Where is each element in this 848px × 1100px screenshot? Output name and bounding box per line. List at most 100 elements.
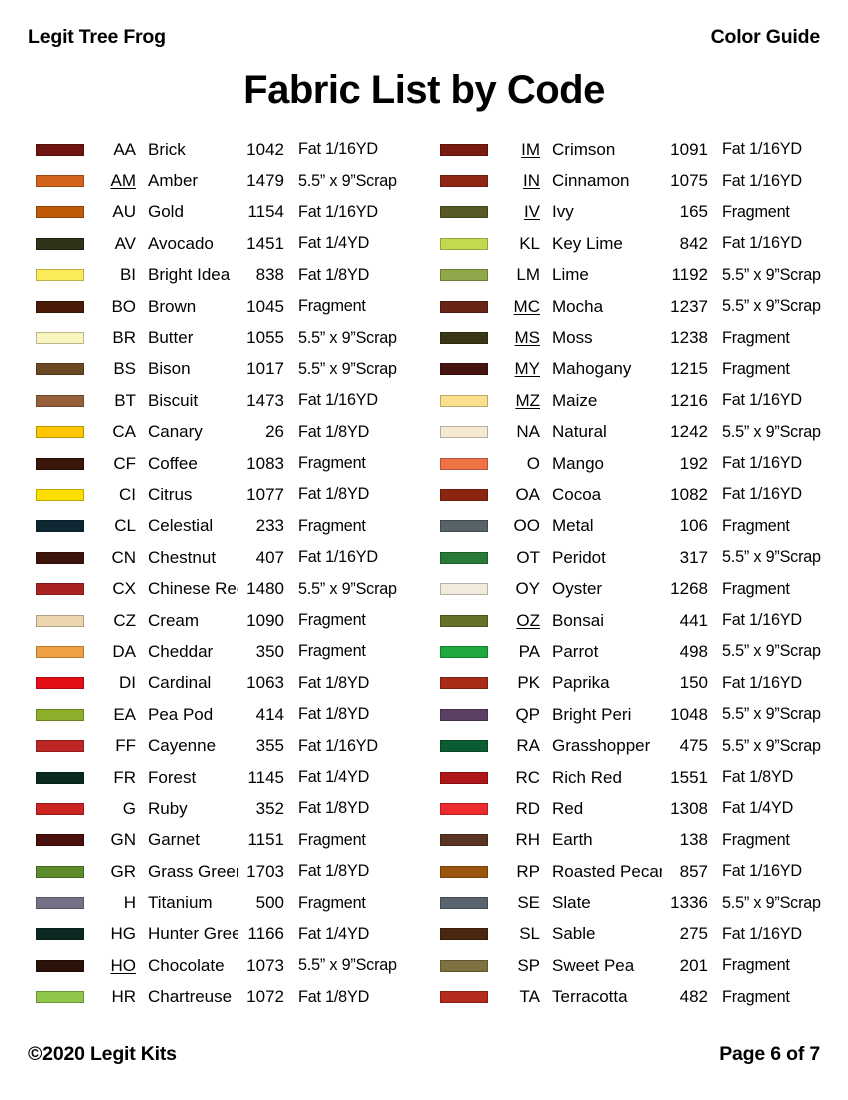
fabric-color-name: Chinese Red: [148, 579, 238, 599]
fabric-sku: 350: [255, 641, 284, 661]
fabric-row: RH Earth 138 Fragment: [440, 825, 848, 856]
fabric-sku: 1072: [246, 987, 284, 1007]
fabric-code-text: MC: [513, 296, 540, 316]
fabric-cut-size: Fat 1/16YD: [722, 862, 802, 881]
fabric-row: CZ Cream 1090 Fragment: [36, 605, 424, 636]
fabric-row: IM Crimson 1091 Fat 1/16YD: [440, 134, 848, 165]
fabric-cut-size: Fat 1/8YD: [298, 422, 370, 441]
fabric-code: AA: [113, 139, 136, 159]
fabric-row: MY Mahogany 1215 Fragment: [440, 354, 848, 385]
fabric-color-name: Amber: [148, 171, 199, 191]
fabric-row: RA Grasshopper 475 5.5” x 9”Scrap: [440, 730, 848, 761]
color-swatch: [440, 457, 488, 470]
fabric-row: BS Bison 1017 5.5” x 9”Scrap: [36, 354, 424, 385]
fabric-sku: 838: [255, 265, 284, 285]
fabric-cut-size: Fragment: [722, 202, 790, 221]
fabric-row: GN Garnet 1151 Fragment: [36, 825, 424, 856]
fabric-row: AV Avocado 1451 Fat 1/4YD: [36, 228, 424, 259]
fabric-code: KL: [519, 233, 540, 253]
fabric-code: OT: [516, 547, 540, 567]
fabric-cut-size: Fat 1/16YD: [722, 391, 802, 410]
fabric-cut-size: Fragment: [722, 516, 790, 535]
fabric-sku: 1479: [246, 171, 284, 191]
fabric-cut-size: 5.5” x 9”Scrap: [722, 705, 821, 724]
fabric-code: PK: [517, 673, 540, 693]
fabric-code: AU: [112, 202, 136, 222]
fabric-code: BS: [113, 359, 136, 379]
color-swatch: [440, 520, 488, 533]
color-swatch: [36, 583, 84, 596]
fabric-color-name: Chestnut: [148, 547, 217, 567]
fabric-color-name: Red: [552, 798, 584, 818]
color-swatch: [36, 771, 84, 784]
fabric-color-name: Bright Peri: [552, 704, 632, 724]
fabric-cut-size: 5.5” x 9”Scrap: [298, 171, 397, 190]
fabric-row: AM Amber 1479 5.5” x 9”Scrap: [36, 165, 424, 196]
fabric-cut-size: Fat 1/8YD: [298, 705, 370, 724]
fabric-row: EA Pea Pod 414 Fat 1/8YD: [36, 699, 424, 730]
color-swatch: [36, 332, 84, 345]
fabric-color-name: Parrot: [552, 641, 599, 661]
fabric-code: OA: [515, 484, 540, 504]
fabric-list-column-right: IM Crimson 1091 Fat 1/16YD IN Cinnamon 1075 Fat…: [424, 134, 848, 1013]
fabric-cut-size: Fat 1/16YD: [722, 234, 802, 253]
fabric-color-name: Cayenne: [148, 736, 217, 756]
color-swatch: [36, 614, 84, 627]
color-swatch: [440, 677, 488, 690]
fabric-row: MC Mocha 1237 5.5” x 9”Scrap: [440, 291, 848, 322]
fabric-row: AA Brick 1042 Fat 1/16YD: [36, 134, 424, 165]
fabric-code: DI: [119, 673, 136, 693]
fabric-color-name: Ivy: [552, 202, 574, 222]
fabric-code: RD: [515, 798, 540, 818]
fabric-cut-size: 5.5” x 9”Scrap: [298, 956, 397, 975]
fabric-color-name: Cream: [148, 610, 200, 630]
fabric-code: OY: [515, 579, 540, 599]
fabric-cut-size: 5.5” x 9”Scrap: [722, 736, 821, 755]
fabric-sku: 1082: [670, 484, 708, 504]
fabric-code: CX: [112, 579, 136, 599]
fabric-color-name: Cardinal: [148, 673, 212, 693]
fabric-cut-size: Fragment: [722, 956, 790, 975]
fabric-color-name: Cheddar: [148, 641, 214, 661]
fabric-code: PA: [518, 641, 540, 661]
color-swatch: [440, 269, 488, 282]
color-swatch: [440, 740, 488, 753]
fabric-cut-size: Fat 1/8YD: [298, 673, 370, 692]
color-swatch: [36, 865, 84, 878]
fabric-color-name: Brick: [148, 139, 186, 159]
fabric-sku: 842: [679, 233, 708, 253]
fabric-color-name: Butter: [148, 328, 194, 348]
fabric-sku: 1063: [246, 673, 284, 693]
fabric-sku: 352: [255, 798, 284, 818]
fabric-code-text: HO: [110, 955, 137, 975]
fabric-color-name: Bonsai: [552, 610, 604, 630]
fabric-code: G: [122, 798, 136, 818]
fabric-cut-size: Fragment: [298, 642, 366, 661]
fabric-sku: 1242: [670, 422, 708, 442]
fabric-sku: 1045: [246, 296, 284, 316]
fabric-cut-size: Fat 1/16YD: [722, 485, 802, 504]
color-swatch: [440, 959, 488, 972]
fabric-cut-size: Fat 1/16YD: [298, 202, 378, 221]
document-type-label: Color Guide: [710, 25, 821, 48]
color-swatch: [36, 740, 84, 753]
fabric-color-name: Coffee: [148, 453, 198, 473]
fabric-row: BI Bright Idea 838 Fat 1/8YD: [36, 260, 424, 291]
page-footer: ©2020 Legit Kits Page 6 of 7: [0, 1043, 848, 1066]
fabric-code: RC: [515, 767, 540, 787]
color-swatch: [440, 426, 488, 439]
fabric-sku: 26: [265, 422, 284, 442]
fabric-cut-size: Fat 1/16YD: [298, 140, 378, 159]
color-swatch: [36, 897, 84, 910]
fabric-row: FR Forest 1145 Fat 1/4YD: [36, 762, 424, 793]
fabric-cut-size: Fragment: [298, 611, 366, 630]
fabric-row: OO Metal 106 Fragment: [440, 511, 848, 542]
fabric-cut-size: Fragment: [722, 830, 790, 849]
fabric-color-name: Oyster: [552, 579, 603, 599]
fabric-row: OT Peridot 317 5.5” x 9”Scrap: [440, 542, 848, 573]
fabric-sku: 1451: [246, 233, 284, 253]
fabric-color-name: Paprika: [552, 673, 610, 693]
fabric-code-text: IV: [523, 202, 540, 222]
fabric-color-name: Celestial: [148, 516, 214, 536]
fabric-code: CZ: [113, 610, 136, 630]
